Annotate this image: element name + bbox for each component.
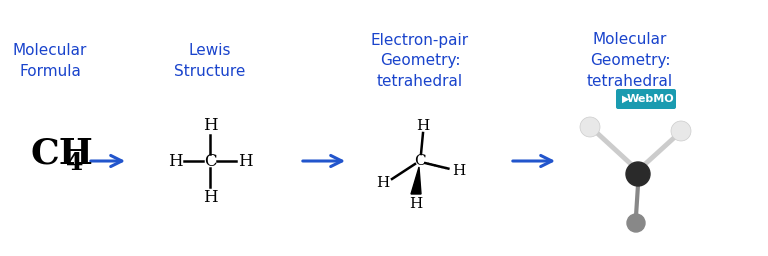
Text: H: H: [409, 197, 422, 211]
Text: ▶: ▶: [622, 94, 630, 104]
Text: CH: CH: [30, 136, 93, 170]
Circle shape: [580, 117, 600, 137]
FancyBboxPatch shape: [616, 89, 676, 109]
Text: H: H: [203, 116, 217, 133]
Circle shape: [627, 214, 645, 232]
Text: 4: 4: [66, 151, 84, 175]
Text: H: H: [203, 188, 217, 206]
Text: H: H: [237, 153, 253, 169]
Text: WebMO: WebMO: [626, 94, 674, 104]
Text: Electron-pair
Geometry:
tetrahedral: Electron-pair Geometry: tetrahedral: [371, 33, 469, 90]
Text: Lewis
Structure: Lewis Structure: [174, 43, 246, 79]
Circle shape: [626, 162, 650, 186]
Text: Molecular
Geometry:
tetrahedral: Molecular Geometry: tetrahedral: [587, 33, 673, 90]
Text: H: H: [376, 176, 389, 190]
Text: H: H: [452, 164, 465, 178]
Text: C: C: [204, 153, 217, 169]
Polygon shape: [411, 167, 421, 194]
Text: H: H: [416, 119, 429, 133]
Text: H: H: [167, 153, 182, 169]
Text: Molecular
Formula: Molecular Formula: [13, 43, 88, 79]
Circle shape: [671, 121, 691, 141]
Text: C: C: [414, 154, 425, 168]
